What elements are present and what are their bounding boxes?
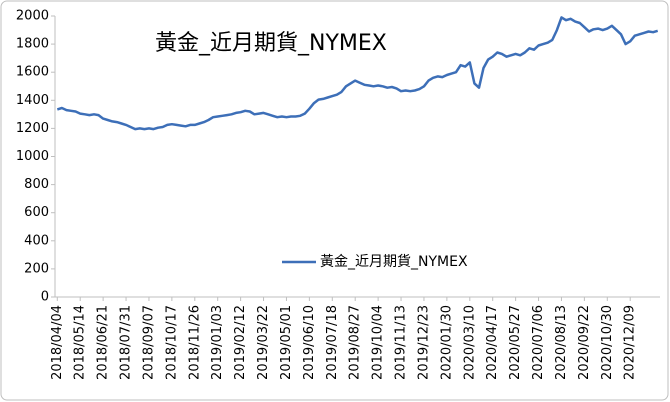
x-tick-label: 2019/05/01 <box>279 305 294 380</box>
x-tick-label: 2019/01/03 <box>210 305 225 380</box>
x-tick-label: 2018/11/26 <box>187 305 202 380</box>
series-line <box>56 16 659 131</box>
x-tick-label: 2020/07/06 <box>531 305 546 380</box>
y-tick-label: 2000 <box>16 9 49 24</box>
y-tick-label: 400 <box>24 233 49 248</box>
x-tick-label: 2019/11/13 <box>394 305 409 380</box>
x-tick-label: 2018/06/21 <box>96 305 111 380</box>
y-tick-label: 200 <box>24 261 49 276</box>
chart-title: 黃金_近月期貨_NYMEX <box>155 31 387 56</box>
x-tick-label: 2019/12/23 <box>416 305 431 380</box>
x-tick-label: 2019/06/10 <box>302 305 317 380</box>
legend-label: 黃金_近月期貨_NYMEX <box>320 253 468 270</box>
y-tick-label: 800 <box>24 177 49 192</box>
y-tick-label: 0 <box>41 290 49 305</box>
y-tick-label: 1200 <box>16 121 49 136</box>
y-tick-label: 600 <box>24 205 49 220</box>
x-tick-label: 2019/02/12 <box>233 305 248 380</box>
x-tick-label: 2020/04/17 <box>485 305 500 380</box>
x-tick-label: 2019/08/27 <box>348 305 363 380</box>
x-tick-label: 2020/09/22 <box>577 305 592 380</box>
x-tick-label: 2020/08/13 <box>554 305 569 380</box>
x-tick-label: 2020/12/09 <box>623 305 638 380</box>
x-tick-label: 2018/07/31 <box>119 305 134 380</box>
x-tick-label: 2018/05/14 <box>73 305 88 380</box>
x-tick-label: 2020/10/30 <box>600 305 615 380</box>
x-tick-label: 2020/05/27 <box>508 305 523 380</box>
x-tick-label: 2020/03/10 <box>462 305 477 380</box>
x-tick-label: 2019/10/04 <box>371 305 386 380</box>
x-tick-label: 2020/01/30 <box>439 305 454 380</box>
y-tick-label: 1000 <box>16 149 49 164</box>
x-tick-label: 2018/09/07 <box>141 305 156 380</box>
x-tick-label: 2018/10/17 <box>164 305 179 380</box>
x-tick-label: 2019/07/18 <box>325 305 340 380</box>
y-tick-label: 1400 <box>16 93 49 108</box>
y-tick-label: 1600 <box>16 65 49 80</box>
y-tick-label: 1800 <box>16 37 49 52</box>
x-tick-label: 2019/03/22 <box>256 305 271 380</box>
x-tick-label: 2018/04/04 <box>50 305 65 380</box>
